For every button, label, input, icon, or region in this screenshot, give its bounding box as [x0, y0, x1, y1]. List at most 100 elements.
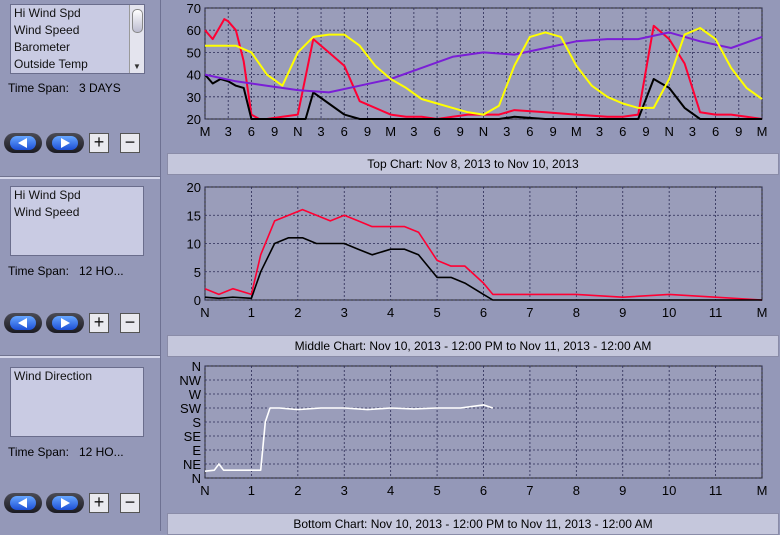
- list-item[interactable]: Wind Speed: [14, 205, 80, 219]
- series-line: [204, 404, 494, 472]
- x-tick-label: 4: [387, 305, 394, 320]
- x-tick-label: 8: [573, 305, 580, 320]
- zoom-out-button[interactable]: −: [120, 493, 140, 513]
- x-tick-label: 7: [526, 305, 533, 320]
- back-button[interactable]: [4, 493, 42, 513]
- time-span-middle: Time Span: 12 HO...: [8, 264, 124, 278]
- x-tick-label: M: [757, 124, 768, 139]
- x-tick-label: 6: [480, 305, 487, 320]
- zoom-in-button[interactable]: +: [89, 313, 109, 333]
- middle-chart-title: Middle Chart: Nov 10, 2013 - 12:00 PM to…: [167, 335, 779, 357]
- bottom-series-list[interactable]: Wind Direction: [10, 367, 144, 437]
- time-span-bottom: Time Span: 12 HO...: [8, 445, 124, 459]
- y-tick-label: 70: [187, 1, 201, 16]
- left-arrow-icon: [18, 138, 27, 148]
- x-tick-label: 9: [271, 124, 278, 139]
- x-tick-label: M: [757, 483, 768, 498]
- x-tick-label: 6: [526, 124, 533, 139]
- list-item[interactable]: Barometer: [14, 40, 71, 54]
- x-tick-label: 3: [341, 483, 348, 498]
- x-tick-label: N: [479, 124, 488, 139]
- zoom-out-button[interactable]: −: [120, 313, 140, 333]
- x-tick-label: 11: [709, 483, 723, 498]
- time-span-label: Time Span:: [8, 81, 69, 95]
- zoom-in-button[interactable]: +: [89, 133, 109, 153]
- x-tick-label: 5: [433, 483, 440, 498]
- y-tick-label: E: [192, 443, 201, 458]
- scroll-thumb[interactable]: [132, 9, 143, 33]
- right-arrow-icon: [61, 138, 70, 148]
- series-line: [204, 237, 762, 301]
- series-line: [204, 18, 763, 120]
- y-tick-label: 40: [187, 68, 201, 83]
- y-tick-label: 30: [187, 90, 201, 105]
- x-tick-label: M: [571, 124, 582, 139]
- back-button[interactable]: [4, 313, 42, 333]
- list-item[interactable]: Wind Direction: [14, 369, 93, 383]
- y-tick-label: 60: [187, 23, 201, 38]
- y-tick-label: S: [192, 415, 201, 430]
- x-tick-label: 9: [550, 124, 557, 139]
- x-tick-label: 3: [689, 124, 696, 139]
- x-tick-label: 9: [364, 124, 371, 139]
- y-tick-label: SW: [180, 401, 202, 416]
- back-button[interactable]: [4, 133, 42, 153]
- x-tick-label: 9: [619, 483, 626, 498]
- panel-divider: [0, 355, 160, 358]
- x-tick-label: M: [200, 124, 211, 139]
- y-tick-label: N: [192, 471, 201, 486]
- y-tick-label: NE: [183, 457, 201, 472]
- x-tick-label: 3: [317, 124, 324, 139]
- right-arrow-icon: [61, 318, 70, 328]
- scroll-down-icon[interactable]: ▼: [133, 62, 141, 71]
- series-line: [205, 27, 763, 116]
- x-tick-label: 2: [294, 483, 301, 498]
- x-tick-label: 9: [735, 124, 742, 139]
- zoom-in-button[interactable]: +: [89, 493, 109, 513]
- right-arrow-icon: [61, 498, 70, 508]
- x-tick-label: 6: [619, 124, 626, 139]
- x-tick-label: N: [664, 124, 673, 139]
- list-item[interactable]: Outside Temp: [14, 57, 88, 71]
- x-tick-label: 8: [573, 483, 580, 498]
- x-tick-label: 6: [480, 483, 487, 498]
- series-line: [204, 73, 762, 120]
- x-tick-label: 3: [596, 124, 603, 139]
- forward-button[interactable]: [46, 133, 84, 153]
- x-tick-label: 6: [433, 124, 440, 139]
- forward-button[interactable]: [46, 493, 84, 513]
- x-tick-label: 9: [619, 305, 626, 320]
- y-tick-label: 5: [194, 265, 201, 280]
- y-tick-label: 15: [187, 208, 201, 223]
- middle-series-list[interactable]: Hi Wind Spd Wind Speed: [10, 186, 144, 256]
- x-tick-label: 3: [341, 305, 348, 320]
- time-span-label: Time Span:: [8, 264, 69, 278]
- list-item[interactable]: Wind Speed: [14, 23, 80, 37]
- y-tick-label: 20: [187, 180, 201, 195]
- list-scrollbar[interactable]: ▼: [129, 5, 144, 73]
- series-line: [204, 208, 763, 301]
- x-tick-label: 3: [503, 124, 510, 139]
- x-tick-label: 6: [712, 124, 719, 139]
- x-tick-label: 7: [526, 483, 533, 498]
- y-tick-label: SE: [184, 429, 202, 444]
- time-span-value: 12 HO...: [78, 264, 124, 278]
- list-item[interactable]: Hi Wind Spd: [14, 6, 81, 20]
- top-chart-title: Top Chart: Nov 8, 2013 to Nov 10, 2013: [167, 153, 779, 175]
- left-arrow-icon: [18, 318, 27, 328]
- time-span-top: Time Span: 3 DAYS: [8, 81, 121, 95]
- top-series-list[interactable]: Hi Wind Spd Wind Speed Barometer Outside…: [10, 4, 145, 74]
- x-tick-label: 6: [248, 124, 255, 139]
- forward-button[interactable]: [46, 313, 84, 333]
- list-item[interactable]: Hi Wind Spd: [14, 188, 81, 202]
- panel-divider: [0, 176, 160, 179]
- x-tick-label: N: [200, 483, 209, 498]
- y-tick-label: 0: [194, 293, 201, 308]
- time-span-value: 3 DAYS: [78, 81, 121, 95]
- zoom-out-button[interactable]: −: [120, 133, 140, 153]
- x-tick-label: 11: [709, 305, 723, 320]
- x-tick-label: M: [385, 124, 396, 139]
- y-tick-label: W: [189, 387, 202, 402]
- x-tick-label: 10: [662, 483, 676, 498]
